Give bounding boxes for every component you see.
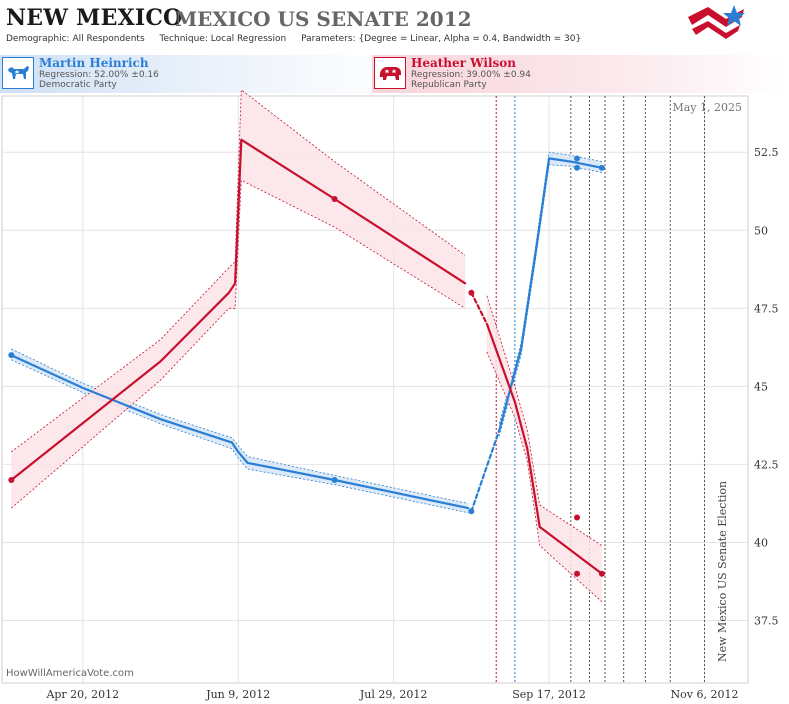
y-tick-label: 47.5 <box>754 302 779 315</box>
heinrich-band-lower <box>11 359 469 514</box>
election-marker-label: New Mexico US Senate Election <box>716 480 729 662</box>
wilson-poll-point <box>331 196 338 203</box>
y-tick-label: 42.5 <box>754 458 779 471</box>
heinrich-trend-line <box>470 429 501 513</box>
democrat-donkey-icon <box>2 57 34 89</box>
wilson-poll-point <box>8 477 15 484</box>
site-watermark: HowWillAmericaVote.com <box>6 668 134 679</box>
heinrich-poll-point <box>598 164 605 171</box>
candidate-democrat: Martin Heinrich Regression: 52.00% ±0.16… <box>0 55 400 93</box>
state-title: NEW MEXICO <box>6 5 183 31</box>
y-tick-label: 52.5 <box>754 146 779 159</box>
x-tick-label: Sep 17, 2012 <box>512 688 586 701</box>
candidate-party: Republican Party <box>411 80 487 90</box>
candidate-name: Martin Heinrich <box>39 56 149 70</box>
candidate-republican: Heather Wilson Regression: 39.00% ±0.94 … <box>372 55 789 93</box>
plot-frame <box>1 95 749 684</box>
candidate-party: Democratic Party <box>39 80 117 90</box>
candidate-regression: Regression: 52.00% ±0.16 <box>39 70 159 80</box>
parameters-value: {Degree = Linear, Alpha = 0.4, Bandwidth… <box>358 34 582 44</box>
heinrich-poll-point <box>8 352 15 359</box>
wilson-band-upper <box>486 295 603 546</box>
parameters-line: Demographic: All Respondents Technique: … <box>6 34 581 44</box>
heinrich-poll-point <box>331 477 338 484</box>
wilson-band-upper <box>11 89 466 453</box>
header: NEW MEXICO MEXICO US SENATE 2012 Demogra… <box>0 0 789 52</box>
wilson-band-lower <box>11 179 466 509</box>
parameters-label: Parameters: <box>301 34 356 44</box>
heinrich-poll-point <box>468 508 475 515</box>
race-title: MEXICO US SENATE 2012 <box>175 7 472 31</box>
demographic-value: All Respondents <box>72 34 145 44</box>
x-tick-label: Jun 9, 2012 <box>205 688 270 701</box>
technique-label: Technique: <box>159 34 208 44</box>
x-tick-label: Nov 6, 2012 <box>671 688 739 701</box>
wilson-confidence-band <box>11 89 466 509</box>
wilson-poll-point <box>574 514 581 521</box>
wilson-poll-point <box>468 289 475 296</box>
y-tick-label: 45 <box>754 380 768 393</box>
candidate-regression: Regression: 39.00% ±0.94 <box>411 70 531 80</box>
wilson-confidence-band <box>486 295 602 602</box>
heinrich-poll-point <box>574 155 581 162</box>
y-tick-label: 37.5 <box>754 615 779 628</box>
wilson-trend-line <box>485 322 603 575</box>
x-tick-label: Apr 20, 2012 <box>45 688 119 701</box>
y-tick-label: 50 <box>754 224 768 237</box>
heinrich-trend-line <box>498 157 603 432</box>
wilson-poll-point <box>598 570 605 577</box>
candidate-name: Heather Wilson <box>411 56 517 70</box>
wilson-poll-point <box>574 570 581 577</box>
date-stamp: May 1, 2025 <box>672 101 742 114</box>
heinrich-trend-line <box>10 354 470 510</box>
republican-elephant-icon <box>374 57 406 89</box>
heinrich-poll-point <box>574 164 581 171</box>
demographic-label: Demographic: <box>6 34 70 44</box>
technique-value: Local Regression <box>210 34 287 44</box>
heinrich-confidence-band <box>11 348 469 513</box>
site-logo-star-icon[interactable] <box>686 3 750 49</box>
wilson-trend-line <box>470 291 488 325</box>
x-tick-label: Jul 29, 2012 <box>359 688 428 701</box>
heinrich-band-upper <box>11 348 469 504</box>
y-tick-label: 40 <box>754 536 768 549</box>
wilson-band-lower <box>486 351 603 603</box>
